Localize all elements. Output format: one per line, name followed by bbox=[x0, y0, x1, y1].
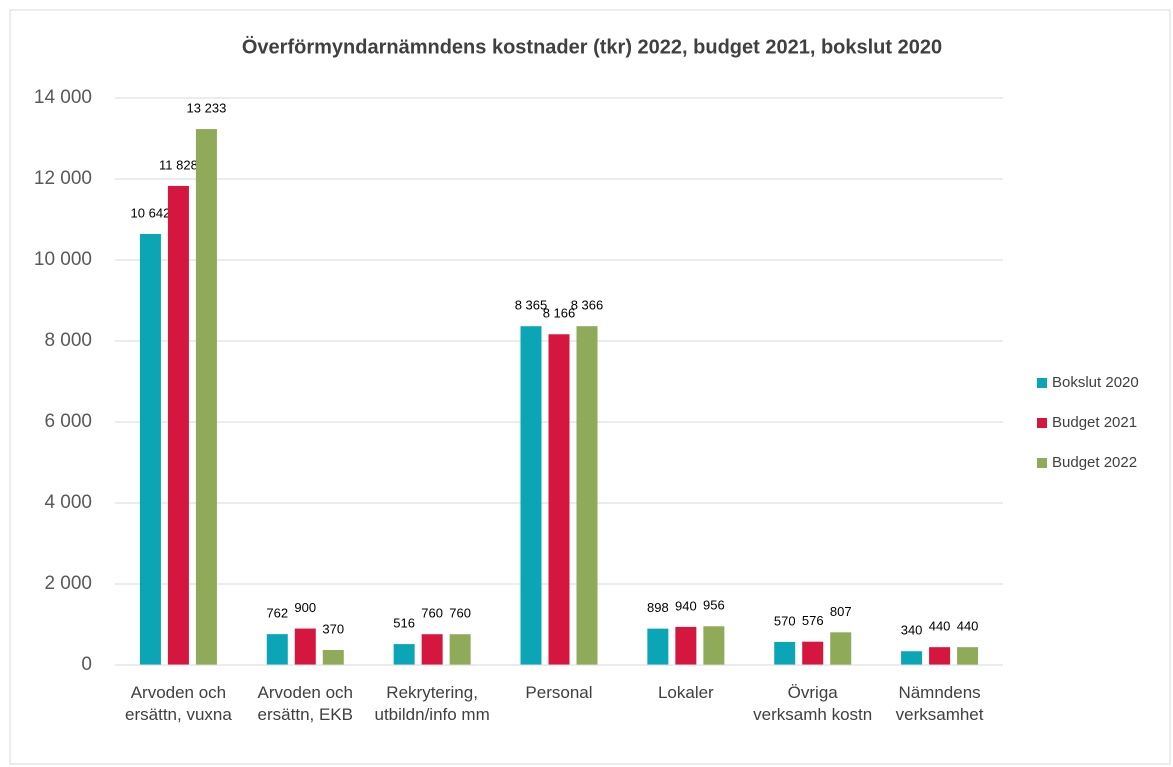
data-label: 13 233 bbox=[187, 101, 227, 116]
y-tick-label: 0 bbox=[81, 654, 92, 675]
bar bbox=[929, 647, 951, 665]
data-label: 370 bbox=[322, 621, 344, 636]
data-label: 516 bbox=[393, 616, 415, 631]
data-label: 8 366 bbox=[571, 298, 604, 313]
bar bbox=[957, 647, 979, 665]
y-tick-label: 2 000 bbox=[44, 573, 92, 594]
x-tick-label: Rekrytering, utbildn/info mm bbox=[374, 683, 490, 724]
bar bbox=[576, 326, 598, 665]
data-label: 440 bbox=[929, 619, 951, 634]
bar bbox=[830, 632, 852, 665]
data-label: 940 bbox=[675, 598, 697, 613]
bar bbox=[139, 233, 161, 665]
data-label: 576 bbox=[802, 613, 824, 628]
bar bbox=[901, 651, 923, 665]
data-label: 760 bbox=[421, 606, 443, 621]
data-label: 807 bbox=[830, 604, 852, 619]
bar bbox=[548, 334, 570, 665]
legend-label: Budget 2021 bbox=[1052, 414, 1137, 431]
data-label: 760 bbox=[449, 606, 471, 621]
bar bbox=[266, 634, 288, 665]
x-tick-label: Nämndens verksamhet bbox=[895, 683, 984, 724]
legend-swatch bbox=[1037, 458, 1047, 468]
y-tick-label: 14 000 bbox=[34, 87, 92, 108]
data-label: 11 828 bbox=[159, 157, 198, 172]
data-label: 898 bbox=[647, 600, 669, 615]
bar bbox=[294, 628, 316, 665]
data-label: 8 365 bbox=[515, 298, 548, 313]
bar bbox=[520, 326, 542, 665]
legend-swatch bbox=[1037, 378, 1047, 388]
y-tick-label: 6 000 bbox=[44, 411, 92, 432]
data-label: 8 166 bbox=[543, 306, 576, 321]
y-tick-label: 8 000 bbox=[44, 330, 92, 351]
data-label: 570 bbox=[774, 613, 796, 628]
bar bbox=[774, 641, 796, 665]
x-tick-label: Arvoden och ersättn, vuxna bbox=[125, 683, 232, 724]
data-label: 440 bbox=[957, 619, 979, 634]
bar bbox=[449, 634, 471, 665]
x-tick-label: Övriga verksamh kostn bbox=[753, 683, 873, 724]
legend-label: Bokslut 2020 bbox=[1052, 374, 1139, 391]
bar bbox=[322, 650, 344, 665]
bar bbox=[647, 628, 669, 665]
x-tick-label: Personal bbox=[525, 683, 593, 702]
bar bbox=[393, 644, 415, 665]
x-tick-label: Arvoden och ersättn, EKB bbox=[257, 683, 353, 724]
legend-label: Budget 2022 bbox=[1052, 454, 1137, 471]
y-tick-label: 4 000 bbox=[44, 492, 92, 513]
chart-title: Överförmyndarnämndens kostnader (tkr) 20… bbox=[242, 35, 942, 58]
y-tick-label: 12 000 bbox=[34, 168, 92, 189]
data-label: 900 bbox=[294, 600, 316, 615]
data-label: 10 642 bbox=[131, 205, 171, 220]
legend-swatch bbox=[1037, 418, 1047, 428]
data-label: 956 bbox=[703, 598, 725, 613]
bar bbox=[703, 626, 725, 665]
bar bbox=[195, 129, 217, 666]
bar bbox=[802, 641, 824, 665]
bar bbox=[167, 185, 189, 665]
y-tick-label: 10 000 bbox=[34, 249, 92, 270]
data-label: 762 bbox=[266, 606, 288, 621]
bar bbox=[421, 634, 443, 665]
bar bbox=[675, 626, 697, 665]
data-label: 340 bbox=[901, 623, 923, 638]
x-tick-label: Lokaler bbox=[657, 683, 714, 702]
